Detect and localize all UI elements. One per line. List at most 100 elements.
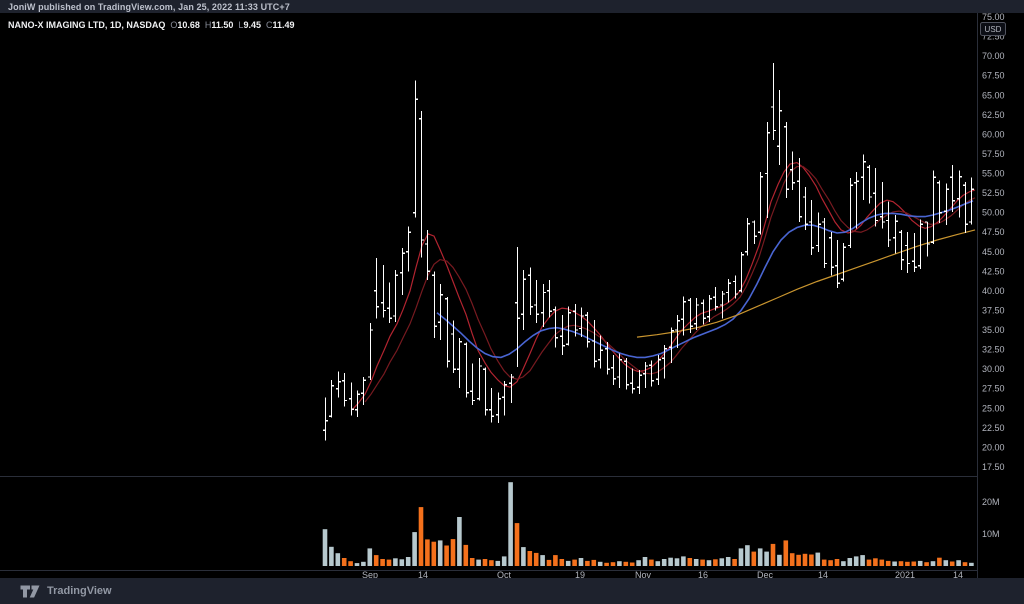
ohlc-bar — [784, 121, 789, 198]
ohlc-bar — [893, 215, 898, 254]
ohlc-bar — [688, 298, 693, 334]
volume-bar — [399, 559, 405, 566]
ohlc-bar — [381, 265, 386, 318]
volume-bar — [937, 557, 942, 566]
volume-bar — [623, 561, 629, 566]
ohlc-bar — [643, 362, 648, 388]
volume-bar — [700, 559, 705, 566]
tradingview-brand-text[interactable]: TradingView — [47, 585, 112, 597]
ohlc-bar — [329, 380, 334, 418]
ohlc-bar — [841, 243, 846, 282]
ohlc-bar — [931, 170, 936, 244]
ohlc-bar — [374, 258, 379, 319]
ohlc-bar — [573, 304, 578, 337]
volume-bar — [956, 560, 961, 566]
volume-bar — [853, 556, 859, 566]
ohlc-bar — [758, 172, 763, 235]
ohlc-bar — [745, 218, 750, 256]
ohlc-bar — [803, 186, 808, 230]
volume-bar — [514, 523, 520, 566]
volume-bar — [463, 544, 469, 566]
ohlc-bar — [566, 306, 571, 346]
ohlc-bar — [579, 307, 584, 338]
ohlc-bar — [413, 80, 418, 218]
price-axis[interactable]: 75.00 72.50 70.00 67.50 65.00 62.50 60.00 57.50… — [982, 12, 1005, 472]
ohlc-bar — [438, 283, 443, 341]
volume-bar — [668, 557, 673, 566]
ohlc-bar — [899, 229, 904, 270]
time-axis-label: 19 — [575, 570, 585, 580]
time-axis[interactable]: Sep 14 Oct 19 Nov 16 Dec 14 2021 14 — [362, 570, 963, 580]
volume-bar — [412, 532, 417, 566]
volume-bar — [693, 559, 699, 566]
volume-bar — [373, 555, 379, 566]
volume-bar — [661, 559, 667, 566]
tradingview-logo-icon[interactable] — [20, 585, 40, 598]
volume-bar — [770, 543, 776, 566]
ohlc-bar — [592, 319, 597, 368]
volume-bar — [572, 559, 577, 566]
ohlc-bar — [605, 341, 610, 375]
ohlc-bar — [400, 247, 405, 295]
ohlc-bar — [886, 201, 891, 248]
ohlc-bar — [637, 370, 642, 395]
ohlc-bar — [835, 240, 840, 288]
volume-bar — [521, 547, 526, 566]
ohlc-bar — [669, 327, 674, 363]
ohlc-bar — [925, 221, 930, 257]
volume-bar — [649, 559, 654, 566]
ohlc-bar — [816, 212, 821, 252]
ohlc-bar — [771, 63, 776, 140]
ohlc-bar — [701, 299, 706, 325]
volume-bar — [873, 558, 878, 566]
ohlc-bar — [963, 182, 968, 233]
ohlc-bar — [598, 335, 603, 369]
price-axis-label: 62.50 — [982, 110, 1005, 120]
volume-bar — [329, 546, 334, 566]
volume-bar — [469, 558, 475, 566]
price-axis-label: 20.00 — [982, 442, 1005, 452]
ohlc-bar — [880, 182, 885, 229]
ohlc-bar — [649, 360, 654, 387]
ohlc-bar — [451, 320, 456, 374]
volume-bar — [789, 553, 795, 566]
volume-bar — [565, 560, 571, 566]
volume-bar — [527, 551, 533, 566]
volume-bar — [341, 558, 347, 566]
volume-bar — [604, 562, 609, 566]
price-axis-label: 45.00 — [982, 247, 1005, 257]
ma-slow-red-line[interactable] — [364, 165, 976, 403]
symbol-legend[interactable]: NANO-X IMAGING LTD, 1D, NASDAQ O10.68 H1… — [8, 20, 295, 30]
volume-bar — [847, 558, 853, 566]
usd-badge-box[interactable] — [980, 22, 1006, 36]
price-axis-label: 60.00 — [982, 129, 1005, 139]
ma-fast-red-line[interactable] — [351, 161, 976, 411]
volume-bar — [348, 561, 353, 566]
price-axis-label: 67.50 — [982, 71, 1005, 81]
volume-bar — [969, 562, 974, 566]
ohlc-bar — [912, 233, 917, 273]
symbol-title[interactable]: NANO-X IMAGING LTD, 1D, NASDAQ — [8, 20, 166, 30]
ma-orange-line[interactable] — [636, 229, 976, 338]
volume-bar — [322, 529, 328, 566]
volume-bar — [380, 559, 385, 566]
time-axis-label: Nov — [635, 570, 652, 580]
ohlc-bar — [528, 267, 533, 316]
volume-bar — [905, 561, 910, 566]
volume-axis[interactable]: 20M 10M — [982, 497, 1000, 539]
ma-blue-line[interactable] — [436, 200, 974, 359]
usd-badge-label: USD — [985, 25, 1002, 34]
ohlc-bar — [867, 164, 872, 204]
volume-axis-label: 10M — [982, 529, 1000, 539]
ohlc-bar — [425, 229, 430, 280]
ohlc-bars — [323, 63, 974, 441]
price-axis-label: 40.00 — [982, 286, 1005, 296]
ohlc-bar — [950, 164, 955, 212]
ohlc-bar — [521, 269, 526, 330]
ohlc-bar — [368, 323, 373, 381]
ohlc-bar — [662, 344, 667, 379]
price-axis-label: 52.50 — [982, 188, 1005, 198]
ohlc-bar — [502, 380, 507, 416]
ohlc-bar — [726, 279, 731, 303]
